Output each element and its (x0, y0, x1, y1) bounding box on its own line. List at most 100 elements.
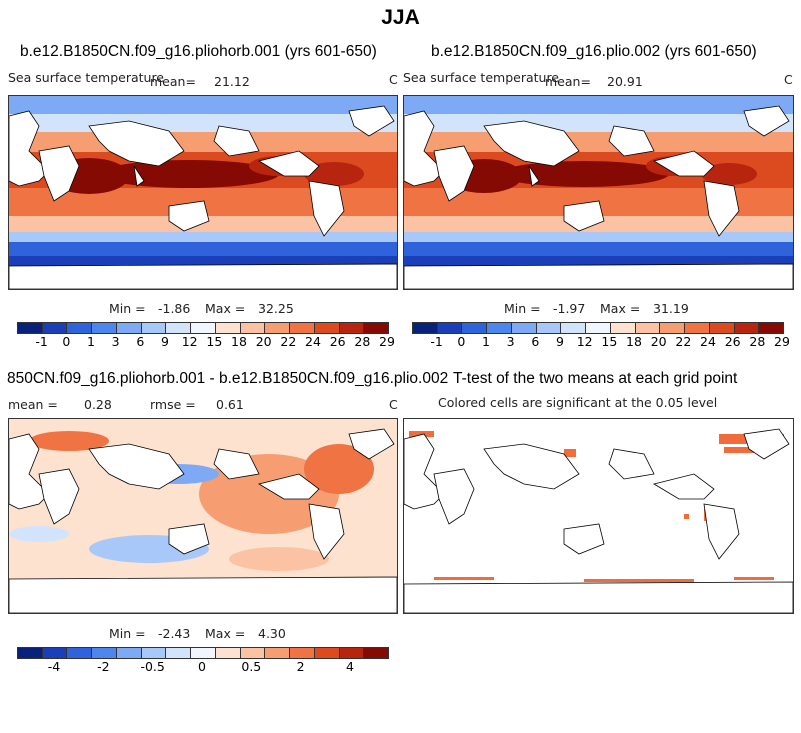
colorbar-tick-label: 28 (354, 334, 371, 349)
colorbar-tick-label: 28 (749, 334, 766, 349)
panel4-map (403, 418, 794, 614)
panel4-subtitle: Colored cells are significant at the 0.0… (438, 395, 718, 410)
colorbar-swatch (191, 323, 216, 333)
panel2-min: -1.97 (553, 301, 586, 316)
colorbar-swatch (166, 323, 192, 333)
panel3-rmse-label: rmse = (150, 397, 196, 412)
panel1-variable: Sea surface temperature (8, 70, 164, 85)
panel3-colorbar (17, 647, 389, 659)
colorbar-swatch (290, 648, 315, 658)
panel2-title: b.e12.B1850CN.f09_g16.plio.002 (yrs 601-… (431, 43, 757, 60)
panel4-title: T-test of the two means at each grid poi… (453, 370, 738, 387)
colorbar-tick-label: 20 (650, 334, 667, 349)
colorbar-swatch (240, 323, 266, 333)
colorbar-swatch (413, 323, 438, 333)
colorbar-tick-label: 0 (457, 334, 466, 349)
colorbar-tick-label: 15 (601, 334, 618, 349)
panel3-title: 850CN.f09_g16.pliohorb.001 - b.e12.B1850… (7, 370, 449, 387)
panel3-map (8, 418, 398, 614)
colorbar-swatch (240, 648, 266, 658)
colorbar-swatch (92, 648, 117, 658)
colorbar-tick-label: 0 (62, 334, 71, 349)
panel2-min-label: Min = (504, 301, 541, 316)
panel3-min-label: Min = (109, 626, 146, 641)
panel1-min-label: Min = (109, 301, 146, 316)
colorbar-tick-label: -1 (430, 334, 443, 349)
panel3-units: C (389, 397, 398, 412)
colorbar-tick-label: 26 (329, 334, 346, 349)
panel2-mean: 20.91 (607, 74, 643, 89)
colorbar-swatch (561, 323, 587, 333)
panel1-mean: 21.12 (214, 74, 250, 89)
colorbar-tick-label: -1 (35, 334, 48, 349)
colorbar-tick-label: 2 (296, 659, 305, 674)
colorbar-swatch (92, 323, 117, 333)
panel1-colorbar-ticks: -1 0 1 3 6 9 12 15 18 20 22 24 26 28 29 (17, 334, 395, 350)
panel1-map (8, 95, 398, 290)
colorbar-swatch (339, 648, 365, 658)
colorbar-tick-label: 9 (161, 334, 169, 349)
colorbar-tick-label: 1 (482, 334, 490, 349)
colorbar-swatch (314, 648, 340, 658)
panel3-min: -2.43 (158, 626, 191, 641)
colorbar-swatch (511, 323, 537, 333)
panel3-rmse: 0.61 (216, 397, 244, 412)
colorbar-tick-label: 29 (379, 334, 395, 349)
colorbar-swatch (141, 323, 167, 333)
colorbar-swatch (685, 323, 710, 333)
panel2-mean-label: mean= (545, 74, 591, 89)
colorbar-tick-label: -4 (47, 659, 61, 674)
colorbar-tick-label: 3 (111, 334, 120, 349)
panel1-units: C (389, 72, 398, 87)
colorbar-swatch (265, 648, 291, 658)
panel3-colorbar-ticks: -4 -2 -0.5 0 0.5 2 4 (17, 659, 387, 675)
colorbar-tick-label: 9 (556, 334, 564, 349)
panel2-colorbar (412, 322, 784, 334)
colorbar-swatch (536, 323, 562, 333)
colorbar-swatch (364, 648, 389, 658)
colorbar-swatch (191, 648, 216, 658)
panel3-max-label: Max = (205, 626, 246, 641)
figure-title: JJA (381, 6, 420, 29)
colorbar-swatch (18, 648, 43, 658)
colorbar-swatch (610, 323, 636, 333)
colorbar-swatch (67, 648, 93, 658)
panel1-title: b.e12.B1850CN.f09_g16.pliohorb.001 (yrs … (20, 43, 377, 60)
panel2-max: 31.19 (653, 301, 689, 316)
panel2-colorbar-ticks: -1 0 1 3 6 9 12 15 18 20 22 24 26 28 29 (412, 334, 790, 350)
colorbar-tick-label: 29 (774, 334, 790, 349)
colorbar-swatch (42, 648, 68, 658)
panel1-mean-label: mean= (150, 74, 196, 89)
colorbar-swatch (487, 323, 512, 333)
colorbar-swatch (116, 323, 142, 333)
panel3-mean: 0.28 (84, 397, 112, 412)
colorbar-tick-label: 18 (231, 334, 247, 349)
colorbar-swatch (635, 323, 661, 333)
colorbar-swatch (18, 323, 43, 333)
colorbar-tick-label: 12 (181, 334, 198, 349)
colorbar-swatch (42, 323, 68, 333)
colorbar-swatch (437, 323, 463, 333)
colorbar-tick-label: 6 (136, 334, 145, 349)
panel2-units: C (784, 72, 793, 87)
colorbar-tick-label: 26 (724, 334, 741, 349)
colorbar-tick-label: 24 (700, 334, 716, 349)
colorbar-swatch (67, 323, 93, 333)
panel1-max: 32.25 (258, 301, 294, 316)
colorbar-tick-label: -2 (97, 659, 110, 674)
panel1-min: -1.86 (158, 301, 191, 316)
colorbar-tick-label: 0 (198, 659, 206, 674)
colorbar-tick-label: 20 (255, 334, 272, 349)
panel2-variable: Sea surface temperature (403, 70, 559, 85)
colorbar-swatch (116, 648, 142, 658)
colorbar-swatch (734, 323, 760, 333)
colorbar-swatch (265, 323, 291, 333)
panel3-max: 4.30 (258, 626, 286, 641)
colorbar-swatch (709, 323, 735, 333)
colorbar-swatch (462, 323, 488, 333)
colorbar-tick-label: 3 (506, 334, 515, 349)
colorbar-swatch (314, 323, 340, 333)
colorbar-tick-label: 15 (206, 334, 223, 349)
colorbar-swatch (166, 648, 192, 658)
colorbar-tick-label: 4 (346, 659, 354, 674)
